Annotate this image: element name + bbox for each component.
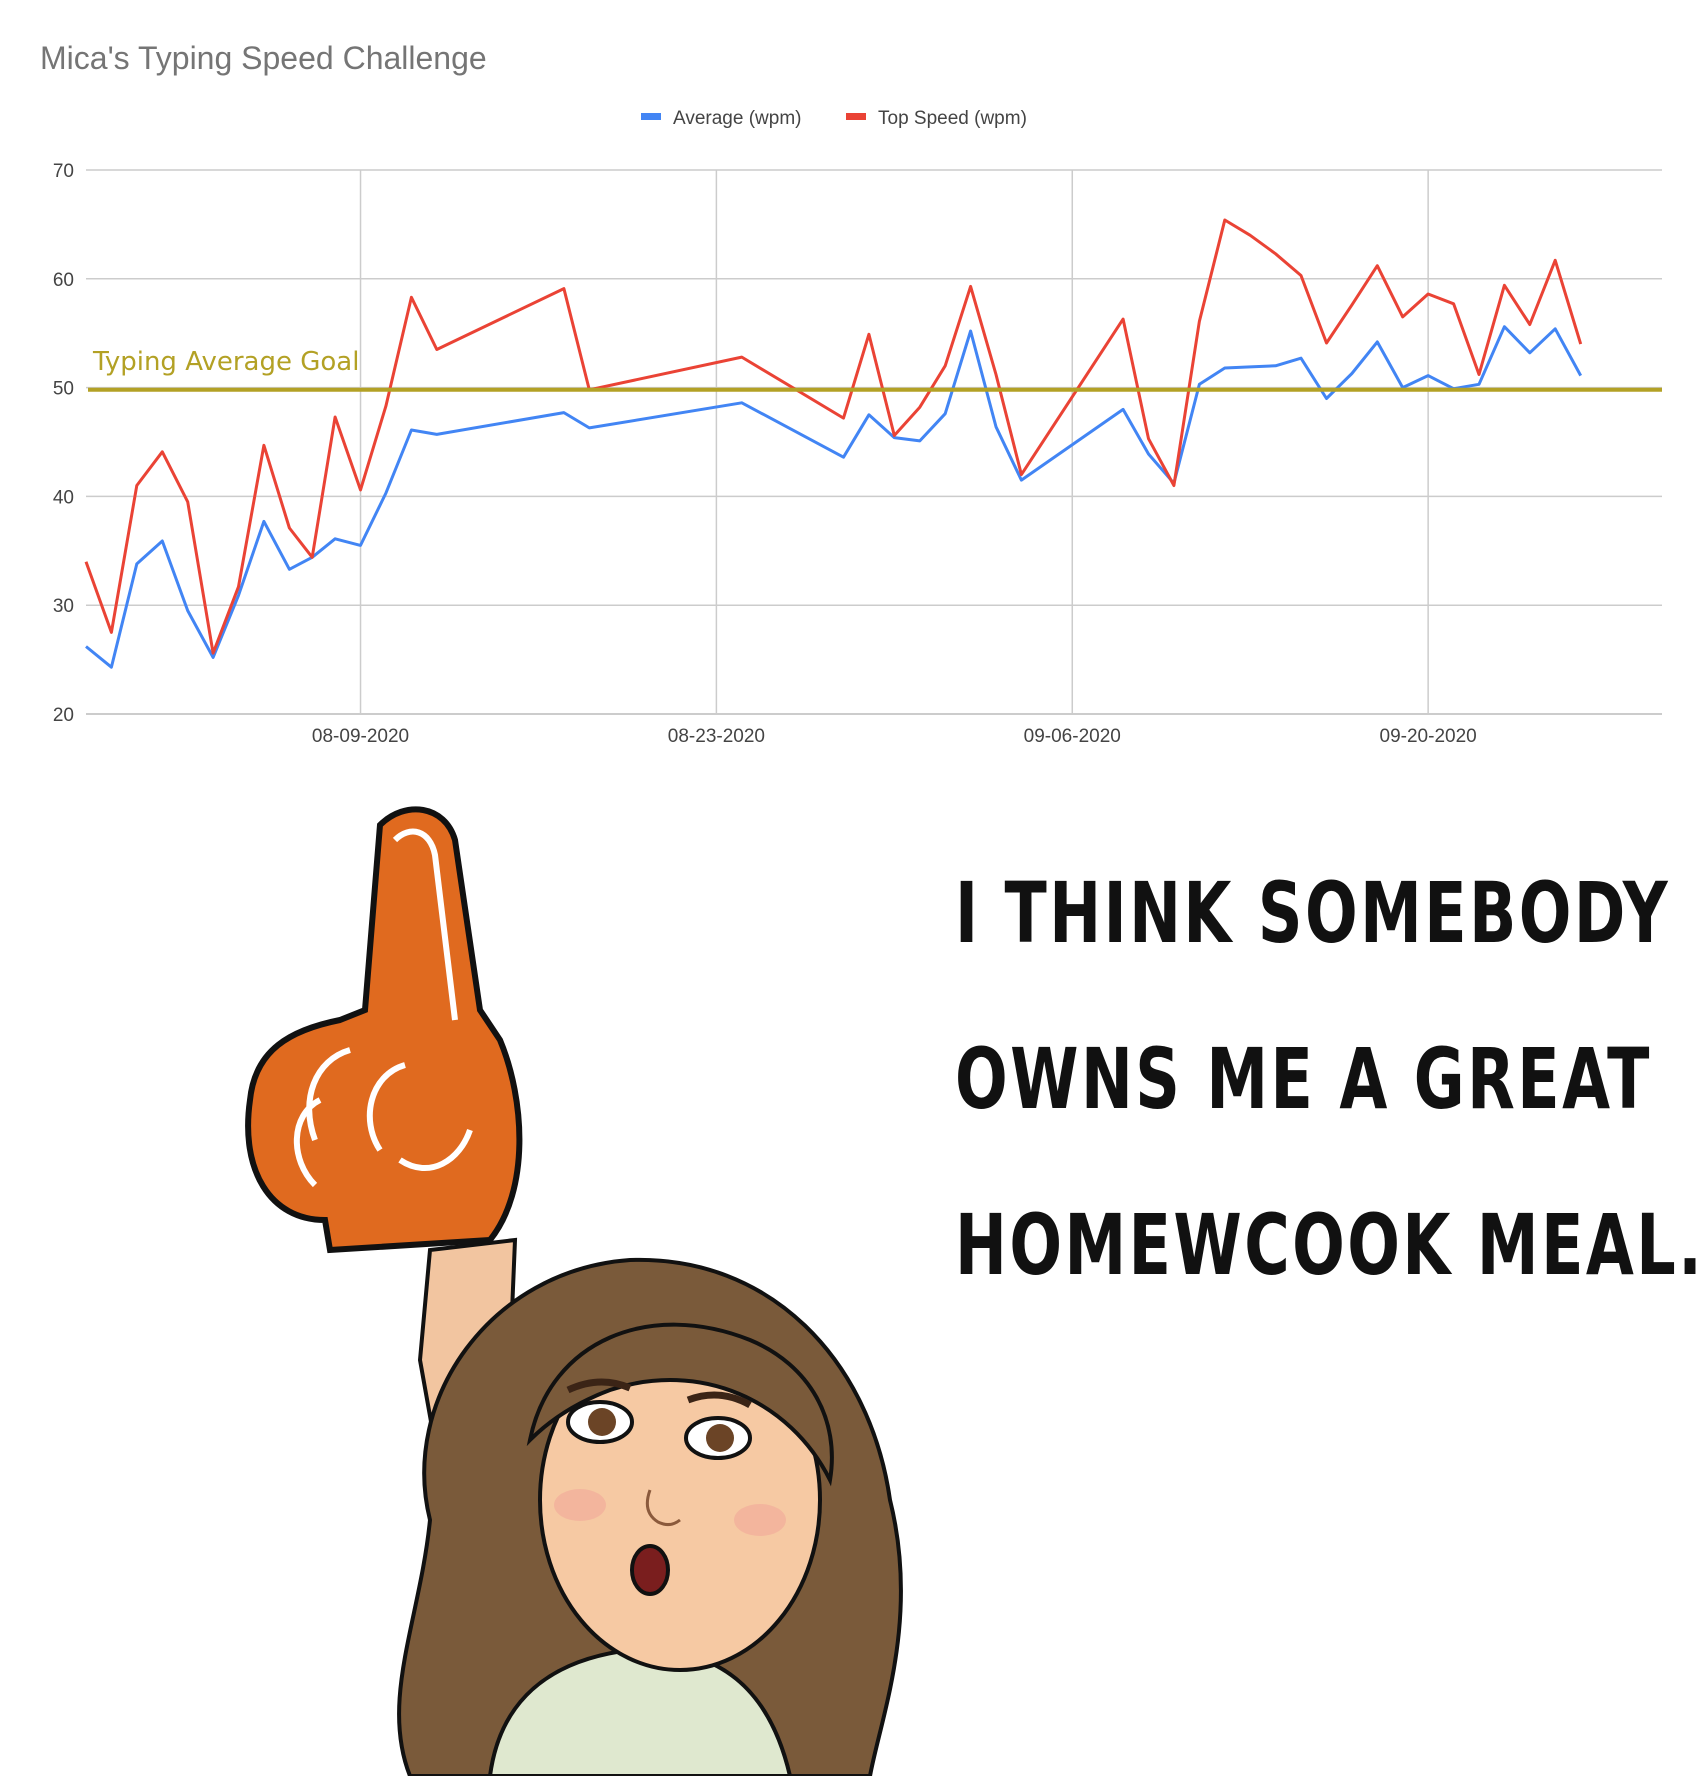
right-eyebrow [686,1391,752,1409]
avatar-illustration [245,806,903,1776]
x-gridlines [359,170,1429,714]
left-iris [588,1408,616,1436]
series-line-average [85,325,1583,669]
caption-line-1: I think somebody [955,864,1671,962]
foam-finger [245,806,523,1254]
y-tick-label: 50 [53,379,74,400]
goal-layer: Typing Average Goal [88,347,1662,392]
y-tick-label: 70 [53,161,74,182]
x-tick-label: 08-23-2020 [668,726,765,747]
legend-swatch-top-speed [846,113,866,120]
caption-text: I think somebody owns me a great homewco… [955,830,1697,1328]
x-tick-label: 09-06-2020 [1024,726,1121,747]
left-cheek [554,1489,606,1521]
hair-front [526,1322,834,1487]
line-chart: Average (wpm) Top Speed (wpm) 20 30 40 50 60… [53,108,1662,747]
caption-line-3: homewcook meal... [955,1196,1697,1294]
left-eyebrow [566,1378,632,1394]
caption-line-2: owns me a great [955,1030,1652,1128]
right-cheek [734,1504,786,1536]
chart-title: Mica's Typing Speed Challenge [40,40,487,76]
y-gridlines [86,169,1662,715]
x-axis-labels: 08-09-2020 08-23-2020 09-06-2020 09-20-2020 [312,726,1477,747]
goal-label: Typing Average Goal [92,347,359,377]
legend-swatch-average [641,113,661,120]
series-line-top-speed [84,218,1583,655]
y-axis-labels: 20 30 40 50 60 70 [53,161,74,726]
chart-legend: Average (wpm) Top Speed (wpm) [641,108,1027,129]
x-tick-label: 08-09-2020 [312,726,409,747]
nose [645,1489,681,1527]
right-iris [706,1424,734,1452]
legend-label-average: Average (wpm) [673,108,801,129]
mouth [630,1544,670,1596]
y-tick-label: 30 [53,596,74,617]
legend-label-top-speed: Top Speed (wpm) [878,108,1027,129]
y-tick-label: 60 [53,270,74,291]
y-tick-label: 40 [53,487,74,508]
y-tick-label: 20 [53,705,74,726]
series-layer [84,218,1583,669]
x-tick-label: 09-20-2020 [1380,726,1477,747]
